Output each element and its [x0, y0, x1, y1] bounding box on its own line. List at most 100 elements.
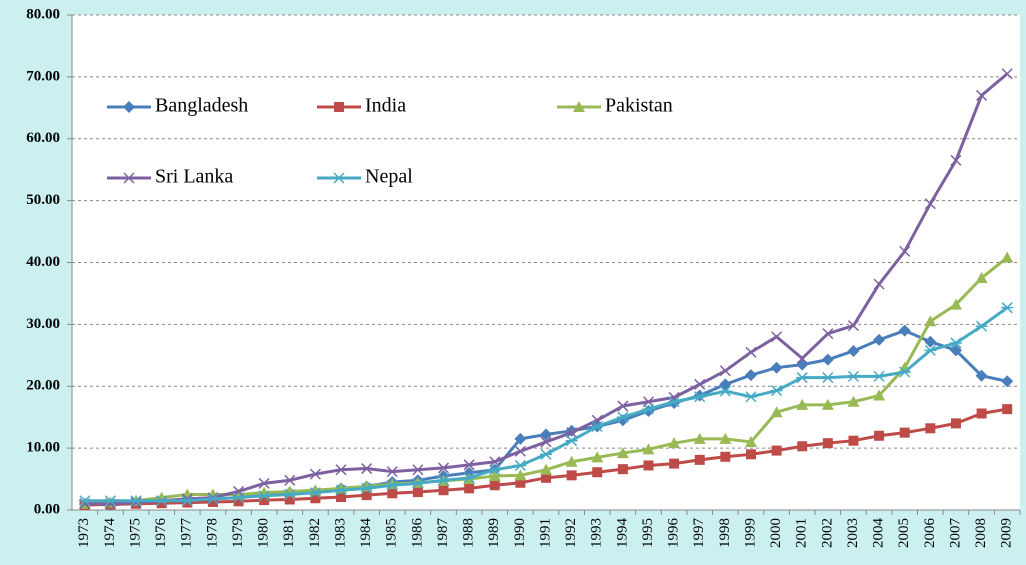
data-point	[616, 411, 629, 423]
data-point	[1001, 375, 1014, 388]
legend-marker	[333, 172, 345, 184]
data-point	[515, 477, 526, 488]
data-point	[591, 420, 604, 432]
data-point	[361, 463, 373, 475]
x-tick-label: 1985	[384, 518, 400, 548]
data-point	[694, 454, 705, 465]
data-point	[949, 298, 962, 310]
data-point	[925, 423, 936, 434]
data-point	[566, 470, 577, 481]
data-point	[771, 331, 783, 343]
data-point	[693, 432, 706, 444]
data-point	[336, 492, 347, 503]
data-point	[949, 337, 962, 349]
data-point	[181, 495, 194, 507]
data-point	[489, 480, 500, 491]
data-point	[874, 430, 885, 441]
data-point	[847, 320, 859, 332]
data-point	[411, 477, 424, 489]
data-point	[284, 474, 296, 486]
data-point	[771, 445, 782, 456]
data-point	[309, 487, 322, 499]
data-point	[155, 495, 168, 507]
data-point	[898, 324, 911, 337]
data-point	[796, 372, 809, 384]
y-tick-label: 60.00	[26, 130, 60, 146]
data-point	[668, 396, 681, 408]
x-tick-label: 2001	[794, 518, 810, 548]
data-point	[822, 438, 833, 449]
x-tick-label: 1995	[640, 518, 656, 548]
data-point	[156, 498, 167, 509]
data-point	[899, 245, 911, 257]
data-point	[694, 378, 706, 390]
legend-label: Bangladesh	[155, 95, 248, 117]
data-point	[233, 496, 244, 507]
legend-label: Pakistan	[605, 95, 673, 117]
data-point	[924, 335, 937, 348]
data-point	[616, 447, 629, 459]
data-point	[975, 369, 988, 382]
data-point	[873, 333, 886, 346]
y-tick-label: 80.00	[26, 6, 60, 22]
data-point	[514, 432, 527, 445]
x-tick-label: 1992	[563, 518, 579, 548]
data-point	[950, 154, 962, 166]
data-point	[796, 398, 809, 410]
data-point	[386, 479, 399, 491]
data-point	[514, 469, 527, 481]
data-point	[822, 328, 834, 340]
x-tick-label: 1999	[742, 518, 758, 548]
data-point	[360, 482, 373, 494]
data-point	[642, 443, 655, 455]
y-tick-label: 30.00	[26, 316, 60, 332]
data-point	[642, 403, 655, 415]
data-point	[565, 455, 578, 467]
data-point	[744, 435, 757, 447]
y-tick-label: 0.00	[34, 501, 60, 517]
data-point	[387, 488, 398, 499]
data-point	[821, 353, 834, 366]
x-tick-label: 1988	[461, 518, 477, 548]
data-point	[182, 497, 193, 508]
x-tick-label: 2008	[973, 518, 989, 548]
x-tick-label: 2002	[819, 518, 835, 548]
data-point	[719, 365, 731, 377]
x-tick-label: 1984	[358, 518, 374, 549]
data-point	[207, 496, 218, 507]
x-tick-label: 1977	[179, 518, 195, 549]
y-tick-label: 20.00	[26, 378, 60, 394]
x-tick-label: 2000	[768, 518, 784, 548]
x-tick-label: 1973	[76, 518, 92, 548]
data-point	[258, 490, 271, 502]
y-tick-label: 70.00	[26, 68, 60, 84]
data-point	[848, 435, 859, 446]
data-point	[206, 493, 219, 505]
data-point	[924, 198, 936, 210]
data-point	[514, 459, 527, 471]
data-point	[540, 428, 552, 441]
data-point	[309, 468, 321, 480]
data-point	[745, 346, 757, 358]
data-point	[976, 89, 988, 101]
data-point	[975, 271, 988, 283]
legend-label: Sri Lanka	[155, 166, 233, 188]
data-point	[847, 370, 860, 382]
legend-marker	[123, 101, 135, 113]
data-point	[335, 484, 348, 496]
data-point	[693, 391, 706, 403]
data-point	[488, 464, 501, 476]
data-point	[744, 369, 757, 382]
data-point	[591, 451, 604, 463]
x-tick-label: 1974	[102, 518, 118, 549]
data-point	[540, 463, 552, 475]
x-tick-label: 1980	[256, 518, 272, 548]
x-tick-label: 2005	[896, 518, 912, 548]
x-tick-label: 1990	[512, 518, 528, 548]
data-point	[464, 483, 475, 494]
data-point	[898, 366, 911, 378]
data-point	[873, 278, 885, 290]
data-point	[78, 495, 91, 507]
data-point	[745, 449, 756, 460]
